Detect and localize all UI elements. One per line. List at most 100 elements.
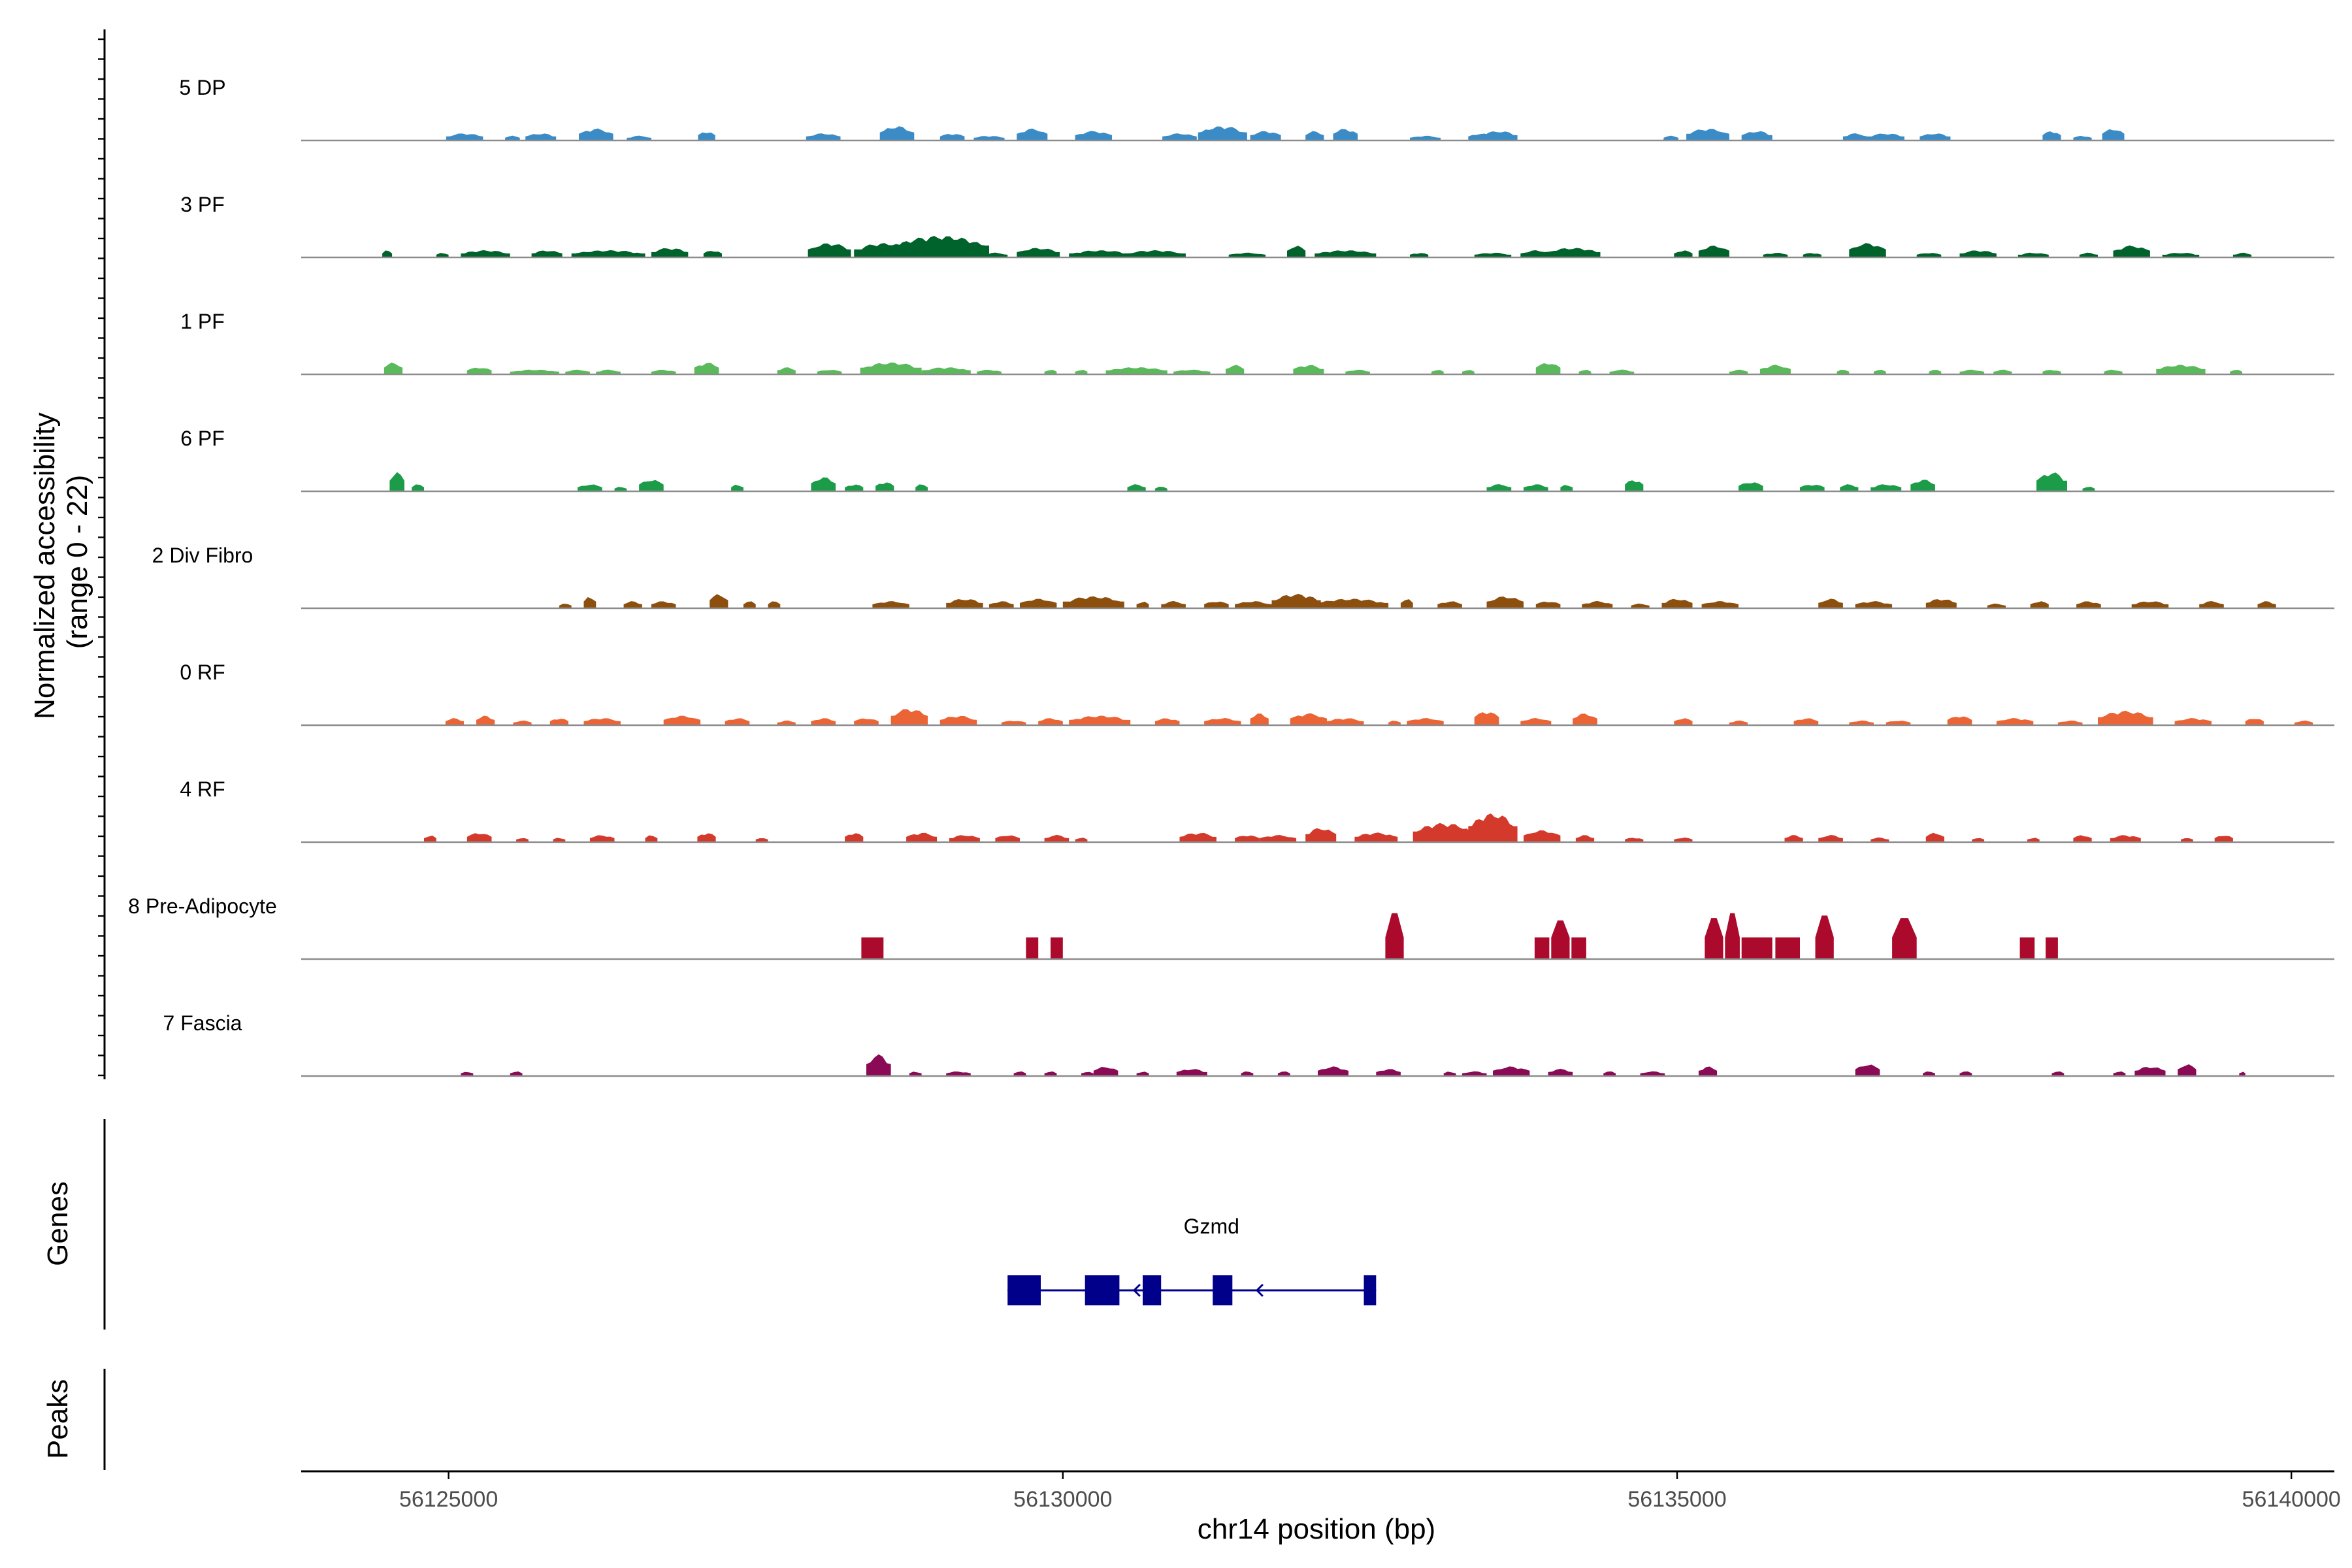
coverage-peak (639, 480, 664, 491)
coverage-peak (2230, 370, 2242, 374)
coverage-peak (1154, 487, 1168, 491)
coverage-peak (1226, 365, 1245, 374)
coverage-peak (2102, 129, 2125, 140)
coverage-peak (1698, 245, 1729, 257)
coverage-peak (890, 236, 989, 257)
coverage-peak (1625, 480, 1644, 491)
coverage-peak (1873, 370, 1886, 374)
coverage-peak (1544, 248, 1601, 257)
coverage-peak (1474, 712, 1499, 725)
coverage-peak (1571, 937, 1586, 959)
coverage-peak (445, 718, 465, 725)
coverage-peak (1228, 252, 1266, 257)
track-8-pre-adipocyte: 8 Pre-Adipocyte (128, 894, 2334, 960)
x-tick-label: 56125000 (399, 1487, 498, 1512)
coverage-peak (505, 135, 520, 140)
coverage-peak (1093, 1067, 1119, 1076)
coverage-peak (1315, 598, 1389, 608)
coverage-peak (1069, 715, 1131, 725)
coverage-peak (817, 370, 842, 374)
coverage-peak (461, 1071, 474, 1076)
gene-label: Gzmd (1184, 1215, 1239, 1238)
coverage-peak (2073, 135, 2092, 140)
coverage-peak (578, 484, 602, 491)
coverage-peak (921, 367, 971, 374)
coverage-peak (1204, 601, 1229, 608)
coverage-peak (1925, 832, 1944, 842)
coverage-peak (2156, 365, 2206, 374)
coverage-peak (1486, 484, 1512, 491)
coverage-peak (1462, 370, 1475, 374)
coverage-peak (1840, 484, 1859, 491)
coverage-peak (1534, 937, 1550, 959)
coverage-peak (1524, 484, 1548, 491)
coverage-peak (2104, 369, 2123, 374)
coverage-peak (1849, 243, 1886, 257)
strand-arrow (1255, 1283, 1264, 1298)
coverage-peak (946, 1071, 971, 1076)
coverage-peak (531, 250, 563, 257)
coverage-peak (1784, 835, 1803, 842)
track-label: 1 PF (180, 310, 225, 333)
track-label: 6 PF (180, 427, 225, 450)
coverage-peak (1315, 250, 1377, 257)
coverage-peak (1803, 253, 1821, 257)
coverage-peak (1204, 718, 1241, 725)
coverage-peak (1842, 133, 1868, 140)
gene-exon (1085, 1275, 1120, 1305)
coverage-peak (939, 715, 977, 725)
coverage-peak (2017, 252, 2049, 257)
coverage-peak (2239, 1071, 2246, 1076)
coverage-peak (875, 482, 894, 491)
track-6-pf: 6 PF (180, 427, 2334, 493)
coverage-peak (1385, 913, 1404, 959)
coverage-peak (1161, 600, 1186, 608)
coverage-peak (1535, 601, 1561, 608)
coverage-peak (808, 243, 851, 257)
coverage-peak (1154, 718, 1180, 725)
coverage-peak (1520, 250, 1552, 257)
coverage-peak (2162, 253, 2200, 257)
coverage-peak (389, 472, 404, 491)
coverage-peak (1987, 603, 2006, 608)
coverage-peak (583, 596, 596, 608)
coverage-peak (412, 484, 424, 491)
gene-gzmd: Gzmd (1007, 1215, 1377, 1305)
coverage-peak (1524, 830, 1561, 842)
coverage-peak (697, 833, 716, 842)
coverage-peak (2113, 245, 2150, 257)
coverage-peak (1001, 721, 1026, 725)
coverage-tracks: 5 DP 3 PF 1 PF 6 PF 2 Div Fibro 0 RF 4 RF 8 Pre… (128, 76, 2334, 1077)
coverage-peak (525, 133, 557, 140)
coverage-peak (1729, 369, 1748, 374)
coverage-peak (1013, 1071, 1026, 1076)
coverage-peak (861, 937, 884, 959)
coverage-peak (1603, 1071, 1616, 1076)
coverage-peak (1044, 1071, 1057, 1076)
coverage-peak (1729, 720, 1748, 725)
coverage-peak (1235, 601, 1272, 608)
y-axis-title: Normalized accessibility (range 0 - 22) (29, 404, 93, 719)
coverage-peak (1020, 598, 1057, 608)
coverage-peak (1818, 835, 1843, 842)
coverage-peak (2079, 252, 2098, 257)
coverage-peak (2027, 838, 2040, 842)
coverage-peak (2245, 719, 2264, 725)
coverage-peak (1929, 370, 1942, 374)
coverage-peak (1705, 918, 1723, 959)
coverage-peak (1815, 915, 1834, 959)
coverage-peak (1176, 1069, 1207, 1076)
coverage-peak (1136, 1071, 1149, 1076)
coverage-peak (1535, 363, 1561, 374)
coverage-peak (1741, 131, 1772, 140)
coverage-peak (2178, 1064, 2197, 1076)
coverage-peak (1413, 823, 1475, 842)
coverage-peak (2042, 370, 2061, 374)
coverage-peak (1582, 600, 1613, 608)
coverage-peak (571, 250, 645, 257)
coverage-peak (725, 718, 750, 725)
coverage-peak (466, 367, 492, 374)
coverage-peak (424, 835, 436, 842)
coverage-peak (1127, 484, 1146, 491)
coverage-peak (645, 835, 658, 842)
